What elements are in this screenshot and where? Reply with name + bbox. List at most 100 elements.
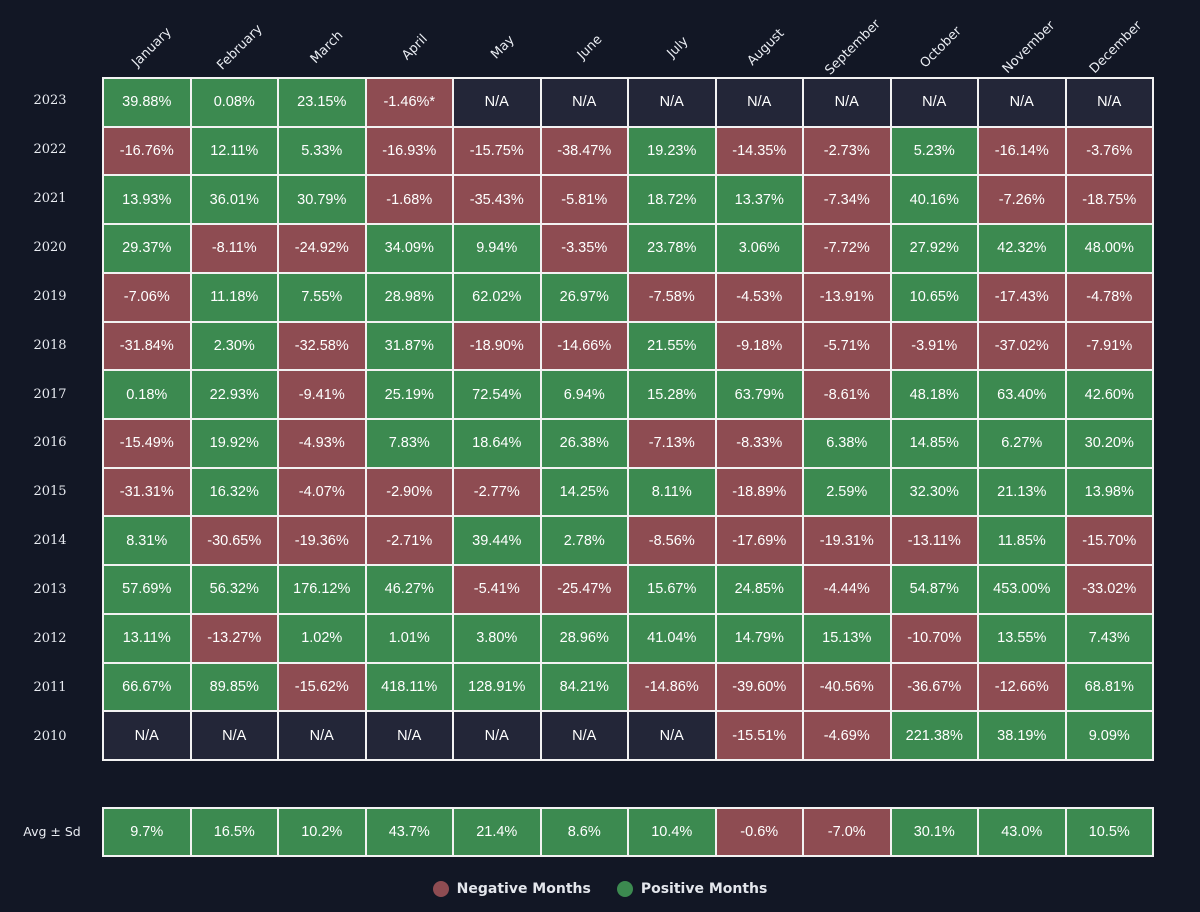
cell-2011-august: -39.60% [716, 663, 802, 711]
year-label-2018: 2018 [33, 337, 67, 353]
legend-label-negative: Negative Months [456, 881, 591, 897]
avg-cell-november: 43.0% [979, 809, 1065, 855]
cell-2015-october: 32.30% [891, 468, 977, 516]
cell-2017-july: 15.28% [629, 371, 715, 418]
year-label-2013: 2013 [33, 582, 67, 597]
cell-2012-january: 13.11% [104, 614, 190, 662]
cell-2017-october: 48.18% [891, 371, 977, 418]
cell-2013-may: -5.41% [454, 566, 540, 613]
cell-2010-august: -15.51% [716, 712, 802, 759]
cell-2014-november: 11.85% [979, 517, 1065, 565]
cell-2023-january: 39.88% [104, 79, 190, 126]
cell-2010-may: N/A [454, 712, 540, 759]
cell-2013-january: 57.69% [104, 566, 190, 613]
year-label-2010: 2010 [33, 728, 67, 744]
cell-2015-april: -2.90% [366, 468, 452, 516]
cell-2012-june: 28.96% [541, 614, 627, 662]
cell-2014-march: -19.36% [279, 517, 365, 565]
cell-2015-july: 8.11% [629, 468, 715, 516]
cell-2013-september: -4.44% [804, 566, 890, 613]
cell-2022-may: -15.75% [454, 127, 540, 175]
cell-2022-september: -2.73% [804, 127, 890, 175]
cell-2016-april: 7.83% [366, 420, 452, 467]
cell-2011-september: -40.56% [804, 663, 890, 711]
cell-2012-february: -13.27% [191, 614, 277, 662]
cell-2014-august: -17.69% [716, 517, 802, 565]
cell-2022-march: 5.33% [279, 127, 365, 175]
cell-2023-june: N/A [541, 79, 627, 126]
cell-2011-june: 84.21% [541, 663, 627, 711]
cell-2019-november: -17.43% [979, 273, 1065, 321]
cell-2023-april: -1.46%* [366, 79, 452, 126]
cell-2021-september: -7.34% [804, 176, 890, 224]
cell-2019-may: 62.02% [454, 273, 540, 321]
cell-2012-october: -10.70% [891, 614, 977, 662]
cell-2018-august: -9.18% [716, 322, 802, 370]
cell-2012-march: 1.02% [279, 614, 365, 662]
cell-2010-december: 9.09% [1066, 712, 1152, 759]
cell-2012-july: 41.04% [629, 614, 715, 662]
year-label-2016: 2016 [33, 435, 67, 451]
year-label-2014: 2014 [33, 533, 67, 549]
cell-2010-november: 38.19% [979, 712, 1065, 759]
cell-2021-april: -1.68% [366, 176, 452, 224]
cell-2022-july: 19.23% [629, 127, 715, 175]
cell-2011-july: -14.86% [629, 663, 715, 711]
cell-2021-october: 40.16% [891, 176, 977, 224]
cell-2023-july: N/A [629, 79, 715, 126]
cell-2018-may: -18.90% [454, 322, 540, 370]
cell-2022-august: -14.35% [716, 127, 802, 175]
cell-2019-january: -7.06% [104, 273, 190, 321]
cell-2018-september: -5.71% [804, 322, 890, 370]
cell-2019-september: -13.91% [804, 273, 890, 321]
cell-2014-december: -15.70% [1066, 517, 1152, 565]
cell-2019-june: 26.97% [541, 273, 627, 321]
cell-2011-november: -12.66% [979, 663, 1065, 711]
cell-2015-may: -2.77% [454, 468, 540, 516]
cell-2023-february: 0.08% [191, 79, 277, 126]
cell-2020-may: 9.94% [454, 225, 540, 272]
cell-2020-september: -7.72% [804, 225, 890, 272]
legend-item-negative: Negative Months [432, 881, 591, 897]
cell-2011-february: 89.85% [191, 663, 277, 711]
cell-2020-december: 48.00% [1066, 225, 1152, 272]
cell-2016-july: -7.13% [629, 420, 715, 467]
cell-2014-february: -30.65% [191, 517, 277, 565]
cell-2014-january: 8.31% [104, 517, 190, 565]
cell-2016-september: 6.38% [804, 420, 890, 467]
cell-2017-december: 42.60% [1066, 371, 1152, 418]
cell-2010-march: N/A [279, 712, 365, 759]
cell-2018-february: 2.30% [191, 322, 277, 370]
month-header: January February March April May June July Augu… [0, 0, 1200, 78]
cell-2015-september: 2.59% [804, 468, 890, 516]
cell-2014-april: -2.71% [366, 517, 452, 565]
cell-2017-february: 22.93% [191, 371, 277, 418]
cell-2019-july: -7.58% [629, 273, 715, 321]
cell-2016-march: -4.93% [279, 420, 365, 467]
cell-2017-november: 63.40% [979, 371, 1065, 418]
cell-2015-march: -4.07% [279, 468, 365, 516]
cell-2016-october: 14.85% [891, 420, 977, 467]
cell-2020-november: 42.32% [979, 225, 1065, 272]
cell-2019-february: 11.18% [191, 273, 277, 321]
cell-2013-november: 453.00% [979, 566, 1065, 613]
cell-2015-february: 16.32% [191, 468, 277, 516]
cell-2022-june: -38.47% [541, 127, 627, 175]
cell-2011-october: -36.67% [891, 663, 977, 711]
avg-cell-april: 43.7% [366, 809, 452, 855]
returns-heatmap: 39.88% 0.08% 23.15% -1.46%* N/A N/A N/A N/A N/A N… [102, 77, 1154, 761]
cell-2011-december: 68.81% [1066, 663, 1152, 711]
cell-2014-may: 39.44% [454, 517, 540, 565]
cell-2016-may: 18.64% [454, 420, 540, 467]
cell-2022-november: -16.14% [979, 127, 1065, 175]
year-label-2020: 2020 [33, 240, 67, 255]
cell-2018-october: -3.91% [891, 322, 977, 370]
cell-2019-march: 7.55% [279, 273, 365, 321]
avg-cell-september: -7.0% [804, 809, 890, 855]
cell-2011-january: 66.67% [104, 663, 190, 711]
cell-2013-march: 176.12% [279, 566, 365, 613]
cell-2018-april: 31.87% [366, 322, 452, 370]
cell-2013-august: 24.85% [716, 566, 802, 613]
cell-2014-october: -13.11% [891, 517, 977, 565]
cell-2018-july: 21.55% [629, 322, 715, 370]
